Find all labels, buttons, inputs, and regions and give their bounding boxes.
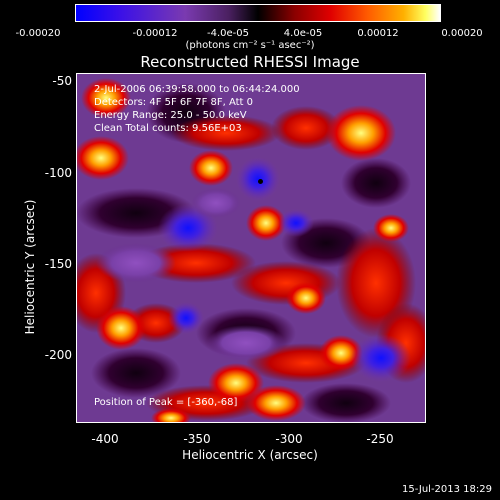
- peak-marker: [258, 179, 263, 184]
- colorbar-tick: 4.0e-05: [283, 28, 323, 39]
- x-tick-label: -350: [183, 432, 211, 446]
- heatmap: [76, 73, 426, 423]
- colorbar: [76, 5, 440, 21]
- detectors-label: Detectors: 4F 5F 6F 7F 8F, Att 0: [94, 97, 254, 108]
- colorbar-tick: -4.0e-05: [207, 28, 249, 39]
- colorbar-tick: 0.00012: [357, 28, 399, 39]
- y-tick-label: -100: [44, 166, 72, 180]
- x-tick-label: -300: [275, 432, 303, 446]
- rhessi-image: [76, 73, 426, 423]
- x-axis-label: Heliocentric X (arcsec): [182, 448, 318, 462]
- time-range-label: 2-Jul-2006 06:39:58.000 to 06:44:24.000: [94, 84, 300, 95]
- colorbar-frame: [75, 4, 441, 22]
- x-tick-label: -250: [366, 432, 394, 446]
- clean-info-label: Clean Total counts: 9.56E+03: [94, 123, 242, 134]
- y-tick-label: -50: [52, 74, 72, 88]
- x-tick-label: -400: [91, 432, 119, 446]
- y-tick-label: -200: [44, 348, 72, 362]
- energy-range-label: Energy Range: 25.0 - 50.0 keV: [94, 110, 247, 121]
- colorbar-tick: -0.00020: [15, 28, 61, 39]
- colorbar-tick: -0.00012: [132, 28, 178, 39]
- footer-date: 15-Jul-2013 18:29: [401, 484, 492, 495]
- plot-title: Reconstructed RHESSI Image: [140, 53, 360, 71]
- y-axis-label: Heliocentric Y (arcsec): [23, 199, 37, 335]
- y-tick-label: -150: [44, 257, 72, 271]
- colorbar-tick: 0.00020: [441, 28, 483, 39]
- colorbar-units-label: (photons cm⁻² s⁻¹ asec⁻²): [185, 40, 315, 51]
- peak-position-label: Position of Peak = [-360,-68]: [94, 397, 238, 408]
